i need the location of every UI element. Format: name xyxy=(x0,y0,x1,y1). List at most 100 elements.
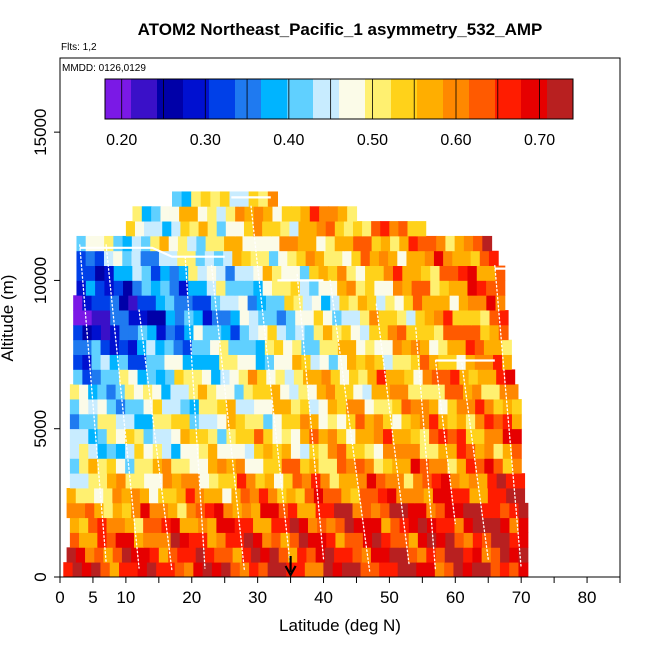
heatmap-cell xyxy=(511,413,522,430)
heatmap-cell xyxy=(368,488,379,504)
colorbar-swatch xyxy=(209,79,236,119)
heatmap-cell xyxy=(324,502,335,519)
heatmap-cell xyxy=(392,339,403,355)
heatmap-cell xyxy=(318,399,329,415)
heatmap-cell xyxy=(253,280,264,296)
heatmap-cell xyxy=(253,206,264,222)
heatmap-cell xyxy=(365,339,375,355)
heatmap-cell xyxy=(472,517,483,533)
heatmap-cell xyxy=(515,488,526,504)
heatmap-cell xyxy=(214,235,225,252)
heatmap-cell xyxy=(94,235,105,252)
y-tick-label: 10000 xyxy=(31,257,50,304)
flight-profile-line xyxy=(184,256,206,569)
heatmap-cell xyxy=(430,280,441,296)
heatmap-cell xyxy=(216,221,227,237)
heatmap-cell xyxy=(290,443,301,459)
heatmap-cell xyxy=(444,562,455,578)
heatmap-cell xyxy=(144,473,154,489)
heatmap-cell xyxy=(106,532,117,548)
heatmap-cell xyxy=(207,384,217,400)
heatmap-cell xyxy=(419,399,430,415)
heatmap-cell xyxy=(97,384,108,400)
x-tick-label: 20 xyxy=(182,588,201,607)
heatmap-cell xyxy=(221,310,232,326)
heatmap-cell xyxy=(401,413,412,430)
heatmap-cell xyxy=(309,443,320,459)
heatmap-cell xyxy=(207,221,218,237)
heatmap-cell xyxy=(401,443,412,459)
heatmap-cell xyxy=(132,280,143,296)
heatmap-cell xyxy=(453,547,464,563)
heatmap-area xyxy=(63,191,529,578)
heatmap-cell xyxy=(137,562,148,578)
heatmap-cell xyxy=(255,339,266,355)
heatmap-cell xyxy=(328,354,339,370)
heatmap-cell xyxy=(97,443,108,459)
heatmap-cell xyxy=(317,532,327,548)
heatmap-cell xyxy=(380,547,391,563)
heatmap-cell xyxy=(234,532,245,548)
heatmap-cell xyxy=(487,473,498,489)
heatmap-cell xyxy=(321,295,331,311)
heatmap-cell xyxy=(199,473,210,489)
heatmap-cell xyxy=(84,488,95,504)
heatmap-cell xyxy=(463,547,474,563)
heatmap-cell xyxy=(210,354,220,370)
heatmap-cell xyxy=(337,265,348,281)
heatmap-cell xyxy=(239,310,250,326)
heatmap-cell xyxy=(69,443,80,459)
flight-profile-line xyxy=(210,264,246,572)
heatmap-cell xyxy=(475,399,485,415)
heatmap-cell xyxy=(260,547,271,563)
heatmap-cell xyxy=(124,384,135,400)
heatmap-cell xyxy=(470,324,481,341)
heatmap-cell xyxy=(295,310,306,326)
heatmap-cell xyxy=(69,399,80,415)
heatmap-cell xyxy=(465,413,476,430)
heatmap-cell xyxy=(277,488,287,504)
heatmap-cell xyxy=(121,488,132,504)
heatmap-cell xyxy=(243,532,254,548)
heatmap-cell xyxy=(168,502,178,519)
heatmap-cell xyxy=(188,280,199,296)
heatmap-cell xyxy=(344,384,354,400)
heatmap-cell xyxy=(246,473,257,489)
heatmap-cell xyxy=(432,488,443,504)
heatmap-cell xyxy=(230,310,241,326)
heatmap-cell xyxy=(220,369,231,385)
heatmap-cell xyxy=(266,369,277,385)
heatmap-cell xyxy=(335,517,346,533)
heatmap-cell xyxy=(109,295,120,311)
heatmap-cell xyxy=(152,458,163,474)
colorbar-swatch xyxy=(495,79,522,119)
heatmap-cell xyxy=(407,502,418,519)
heatmap-cell xyxy=(72,562,83,578)
heatmap-cell xyxy=(475,413,485,430)
heatmap-cell xyxy=(360,562,371,578)
heatmap-cell xyxy=(192,295,203,311)
heatmap-cell xyxy=(339,369,350,385)
heatmap-cell xyxy=(493,413,504,430)
heatmap-cell xyxy=(216,280,227,296)
heatmap-cell xyxy=(429,413,439,430)
heatmap-cell xyxy=(235,458,246,474)
heatmap-cell xyxy=(155,295,166,311)
heatmap-cell xyxy=(309,280,320,296)
plot-frame xyxy=(59,57,621,578)
heatmap-cell xyxy=(131,547,141,563)
heatmap-cell xyxy=(389,221,399,237)
heatmap-cell xyxy=(362,384,373,400)
heatmap-cell xyxy=(496,369,506,385)
heatmap-cell xyxy=(115,443,126,459)
heatmap-cell xyxy=(235,428,246,444)
heatmap-cell xyxy=(509,532,520,548)
heatmap-cell xyxy=(106,473,117,489)
heatmap-cell xyxy=(260,502,271,519)
heatmap-cell xyxy=(134,443,145,459)
heatmap-cell xyxy=(116,473,127,489)
colorbar-swatch xyxy=(391,79,418,119)
heatmap-cell xyxy=(229,369,240,385)
heatmap-cell xyxy=(383,428,393,444)
heatmap-cell xyxy=(300,399,310,415)
